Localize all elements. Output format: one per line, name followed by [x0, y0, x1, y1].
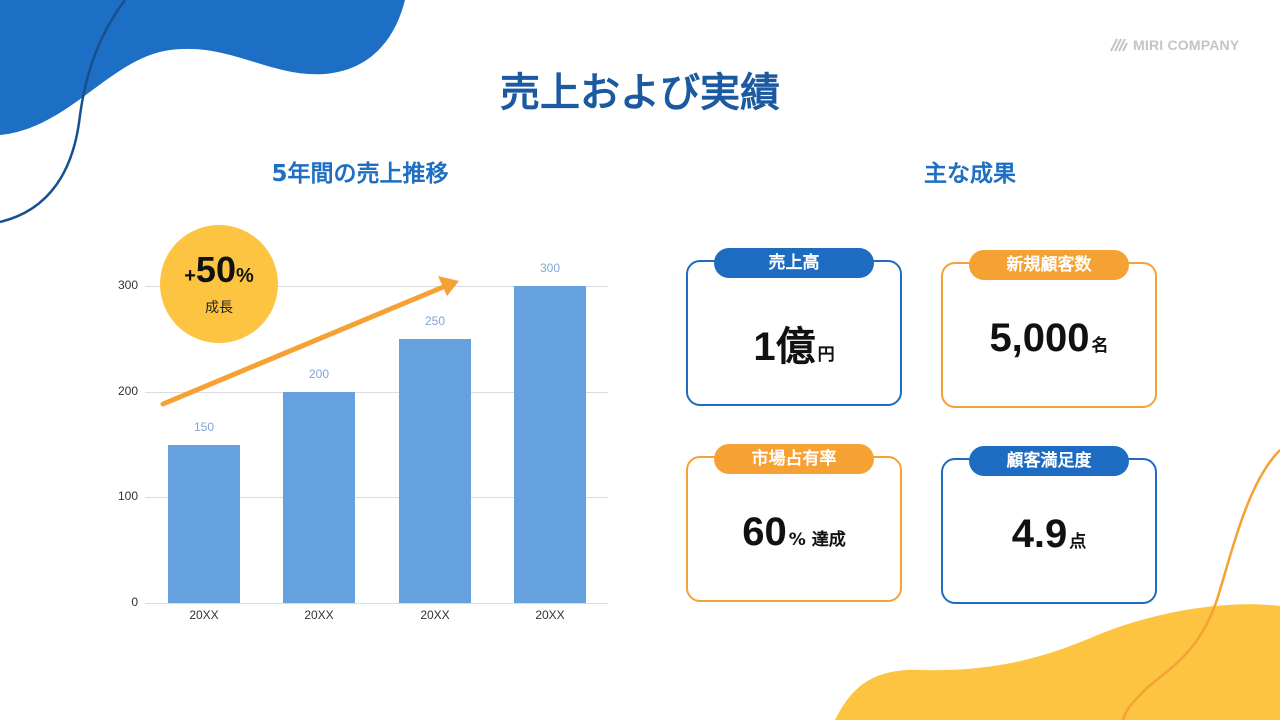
logo-text: MIRI COMPANY [1133, 37, 1240, 53]
chart-heading: 5年間の売上推移 [271, 161, 449, 187]
card-label: 市場占有率 [714, 444, 874, 474]
achievement-card-new-customers: 新規顧客数 5,000 名 [941, 250, 1157, 408]
x-axis-baseline [145, 603, 608, 604]
stripes-logo-icon [1110, 38, 1128, 52]
growth-value: +50% [184, 249, 254, 290]
card-value: 5,000 名 [989, 316, 1109, 360]
y-tick-label: 100 [117, 489, 138, 503]
card-value: 60% 達成 [742, 510, 846, 554]
bar [283, 392, 355, 603]
sales-bar-chart: 300 200 100 0 150 200 250 300 20XX 20XX … [100, 240, 620, 640]
bar [399, 339, 471, 603]
growth-caption: 成長 [205, 300, 233, 316]
bar-value-label: 200 [308, 367, 330, 381]
achievement-card-satisfaction: 顧客満足度 4.9 点 [941, 446, 1157, 604]
bar-value-label: 300 [539, 261, 561, 275]
growth-badge: +50% 成長 [160, 225, 278, 343]
y-tick-label: 300 [117, 278, 138, 292]
achievements-heading: 主な成果 [924, 161, 1016, 187]
company-logo: MIRI COMPANY [1110, 37, 1239, 53]
gridline-100 [145, 497, 608, 498]
bar-value-label: 250 [424, 314, 446, 328]
bar-value-label: 150 [193, 420, 215, 434]
x-tick-label: 20XX [420, 608, 450, 622]
x-tick-label: 20XX [304, 608, 334, 622]
page-title: 売上および実績 [500, 70, 780, 116]
card-label: 顧客満足度 [969, 446, 1129, 476]
x-tick-label: 20XX [535, 608, 565, 622]
card-label: 売上高 [714, 248, 874, 278]
card-label: 新規顧客数 [969, 250, 1129, 280]
achievement-card-market-share: 市場占有率 60% 達成 [686, 444, 902, 602]
yellow-wave-shape [835, 604, 1280, 720]
bar [514, 286, 586, 603]
x-tick-label: 20XX [189, 608, 219, 622]
card-value: 4.9 点 [1011, 512, 1087, 556]
achievement-card-sales: 売上高 1億円 [686, 248, 902, 406]
card-value: 1億円 [753, 325, 835, 369]
y-tick-label: 0 [131, 595, 138, 609]
y-tick-label: 200 [117, 384, 138, 398]
bar [168, 445, 240, 603]
